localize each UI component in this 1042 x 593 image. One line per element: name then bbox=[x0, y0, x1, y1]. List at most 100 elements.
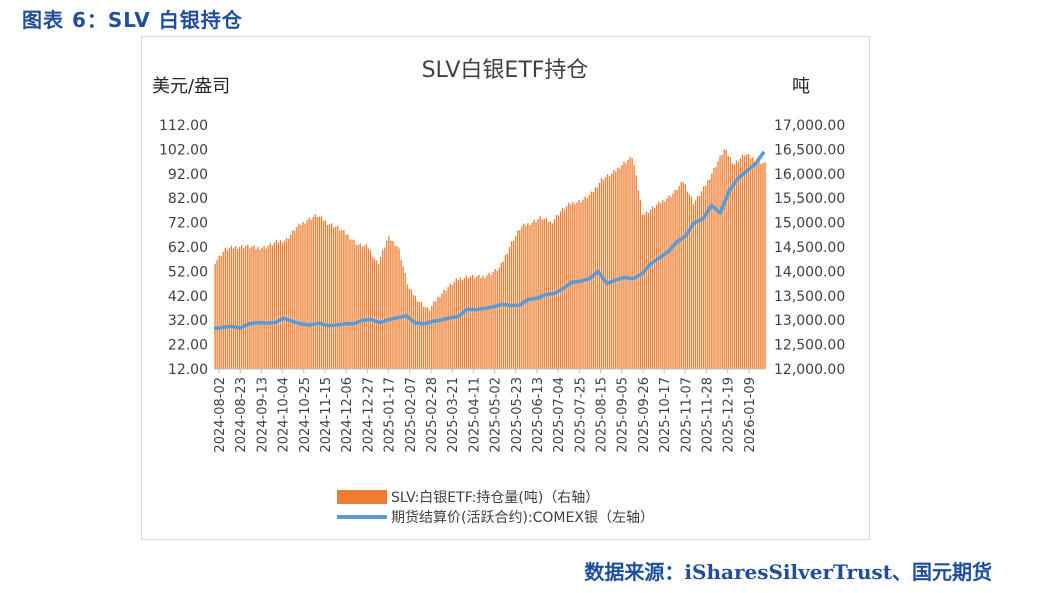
holding-bar bbox=[261, 247, 263, 369]
holding-bar bbox=[431, 305, 433, 369]
holding-bar bbox=[735, 160, 738, 369]
holding-bar bbox=[676, 190, 678, 369]
holding-bar bbox=[500, 262, 502, 369]
holding-bar bbox=[283, 240, 286, 369]
holding-bar bbox=[611, 173, 613, 369]
holding-bar bbox=[433, 301, 435, 369]
holding-bar bbox=[392, 240, 394, 369]
holding-bar bbox=[574, 204, 576, 369]
holding-bar bbox=[666, 198, 668, 369]
holding-bar bbox=[228, 248, 231, 369]
holding-bar bbox=[627, 160, 629, 369]
x-tick-label: 2025-07-25 bbox=[573, 377, 588, 453]
holding-bar bbox=[218, 255, 220, 369]
axes-layer: 112.00 102.00 92.00 82.00 72.00 62.00 52.00 42.… bbox=[159, 118, 845, 453]
holding-bar bbox=[279, 240, 282, 369]
holding-bar bbox=[304, 223, 306, 369]
x-tick-label: 2024-08-02 bbox=[213, 377, 228, 453]
holding-bar bbox=[298, 223, 300, 369]
y-right-tick-label: 17,000.00 bbox=[774, 118, 845, 134]
holding-bar bbox=[625, 163, 627, 369]
holding-bar bbox=[253, 245, 255, 369]
holding-bar bbox=[590, 191, 592, 369]
holding-bar bbox=[476, 276, 478, 369]
x-tick-label: 2024-08-23 bbox=[234, 377, 249, 453]
holding-bar bbox=[288, 238, 290, 369]
x-tick-label: 2025-10-17 bbox=[658, 377, 673, 453]
holding-bar bbox=[222, 251, 224, 369]
holding-bar bbox=[723, 149, 725, 369]
figure-caption: 图表 6：SLV 白银持仓 bbox=[22, 8, 243, 32]
holding-bar bbox=[608, 176, 611, 369]
holding-bar bbox=[604, 177, 607, 369]
holding-bar bbox=[220, 256, 222, 369]
y-right-tick-label: 12,500.00 bbox=[774, 338, 845, 354]
y-left-tick-label: 32.00 bbox=[168, 313, 208, 329]
y-left-tick-label: 82.00 bbox=[168, 191, 208, 207]
holding-bar bbox=[576, 202, 578, 369]
holding-bar bbox=[302, 221, 304, 369]
y-right-tick-label: 15,000.00 bbox=[774, 216, 845, 232]
holding-bar bbox=[312, 217, 314, 369]
holding-bar bbox=[243, 247, 245, 369]
holding-bar bbox=[355, 244, 357, 369]
holding-bar bbox=[292, 230, 294, 369]
holding-bar bbox=[743, 155, 746, 369]
holding-bar bbox=[635, 175, 637, 369]
holding-bar bbox=[748, 154, 750, 369]
holding-bar bbox=[410, 289, 413, 369]
holding-bar bbox=[414, 295, 417, 369]
holding-bar bbox=[422, 307, 425, 369]
holding-bar bbox=[633, 165, 635, 369]
holding-bar bbox=[578, 199, 580, 369]
holding-bar bbox=[412, 295, 415, 369]
x-tick-label: 2024-09-13 bbox=[255, 377, 270, 453]
holding-bar bbox=[437, 296, 439, 369]
holding-bar bbox=[688, 194, 691, 369]
x-tick-label: 2025-11-28 bbox=[701, 377, 716, 453]
holding-bar bbox=[361, 246, 363, 369]
holding-bar bbox=[240, 245, 243, 369]
holding-bar bbox=[519, 230, 521, 369]
holding-bar bbox=[606, 174, 609, 369]
holding-bar bbox=[247, 244, 249, 369]
holding-bar bbox=[416, 301, 419, 369]
holding-bar bbox=[443, 289, 445, 369]
data-source: 数据来源：iSharesSilverTrust、国元期货 bbox=[584, 560, 992, 584]
x-tick-label: 2025-02-28 bbox=[425, 377, 440, 453]
y-right-tick-label: 12,000.00 bbox=[774, 362, 845, 378]
x-tick-label: 2025-04-11 bbox=[467, 377, 482, 453]
x-tick-label: 2025-06-13 bbox=[531, 377, 546, 453]
holding-bar bbox=[441, 293, 443, 369]
y-left-tick-label: 42.00 bbox=[168, 289, 208, 305]
holding-bar bbox=[641, 214, 644, 369]
holding-bar bbox=[453, 281, 455, 369]
holding-bar bbox=[521, 226, 523, 369]
x-tick-label: 2024-10-04 bbox=[277, 377, 292, 453]
x-tick-label: 2024-12-06 bbox=[340, 377, 355, 453]
holding-bar bbox=[349, 239, 351, 369]
x-tick-label: 2025-03-21 bbox=[446, 377, 461, 453]
holding-bar bbox=[380, 257, 382, 369]
y-left-tick-label: 72.00 bbox=[168, 216, 208, 232]
holding-bar bbox=[322, 220, 325, 369]
holding-bar bbox=[588, 194, 590, 369]
x-tick-label: 2025-12-19 bbox=[722, 377, 737, 453]
holding-bar bbox=[586, 198, 588, 369]
holding-bar bbox=[762, 163, 764, 369]
y-left-tick-label: 22.00 bbox=[168, 338, 208, 354]
holding-bar bbox=[514, 235, 517, 369]
holding-bar bbox=[741, 154, 744, 369]
x-tick-label: 2025-01-17 bbox=[383, 377, 398, 453]
holding-bar bbox=[424, 307, 427, 369]
holding-bar bbox=[696, 195, 699, 369]
holding-bar bbox=[269, 243, 271, 369]
holding-bar bbox=[525, 225, 527, 369]
holding-bar bbox=[236, 248, 239, 369]
y-right-tick-label: 16,000.00 bbox=[774, 167, 845, 183]
holding-bar bbox=[369, 250, 372, 369]
holding-bar bbox=[502, 261, 505, 369]
holding-bar bbox=[623, 161, 625, 369]
holding-bar bbox=[396, 246, 398, 369]
holding-bar bbox=[496, 270, 498, 369]
